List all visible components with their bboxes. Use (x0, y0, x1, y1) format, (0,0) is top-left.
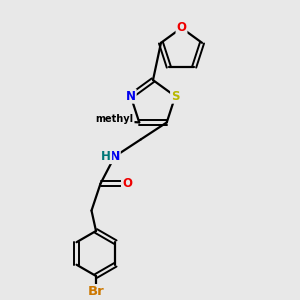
Text: methyl: methyl (96, 114, 134, 124)
Text: H: H (101, 150, 111, 163)
Text: N: N (126, 90, 136, 103)
Text: O: O (122, 177, 132, 190)
Text: O: O (176, 21, 187, 34)
Text: N: N (110, 150, 120, 163)
Text: S: S (171, 90, 179, 103)
Text: Br: Br (88, 285, 104, 298)
